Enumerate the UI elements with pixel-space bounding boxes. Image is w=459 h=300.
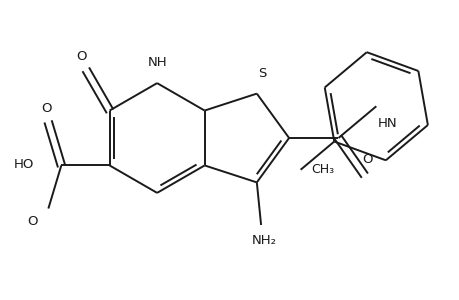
Text: O: O bbox=[41, 103, 52, 116]
Text: O: O bbox=[76, 50, 86, 63]
Text: S: S bbox=[257, 67, 266, 80]
Text: HN: HN bbox=[377, 116, 397, 130]
Text: O: O bbox=[28, 215, 38, 228]
Text: HO: HO bbox=[13, 158, 34, 171]
Text: O: O bbox=[362, 153, 372, 166]
Text: CH₃: CH₃ bbox=[310, 163, 333, 176]
Text: NH₂: NH₂ bbox=[252, 234, 276, 247]
Text: NH: NH bbox=[147, 56, 167, 69]
